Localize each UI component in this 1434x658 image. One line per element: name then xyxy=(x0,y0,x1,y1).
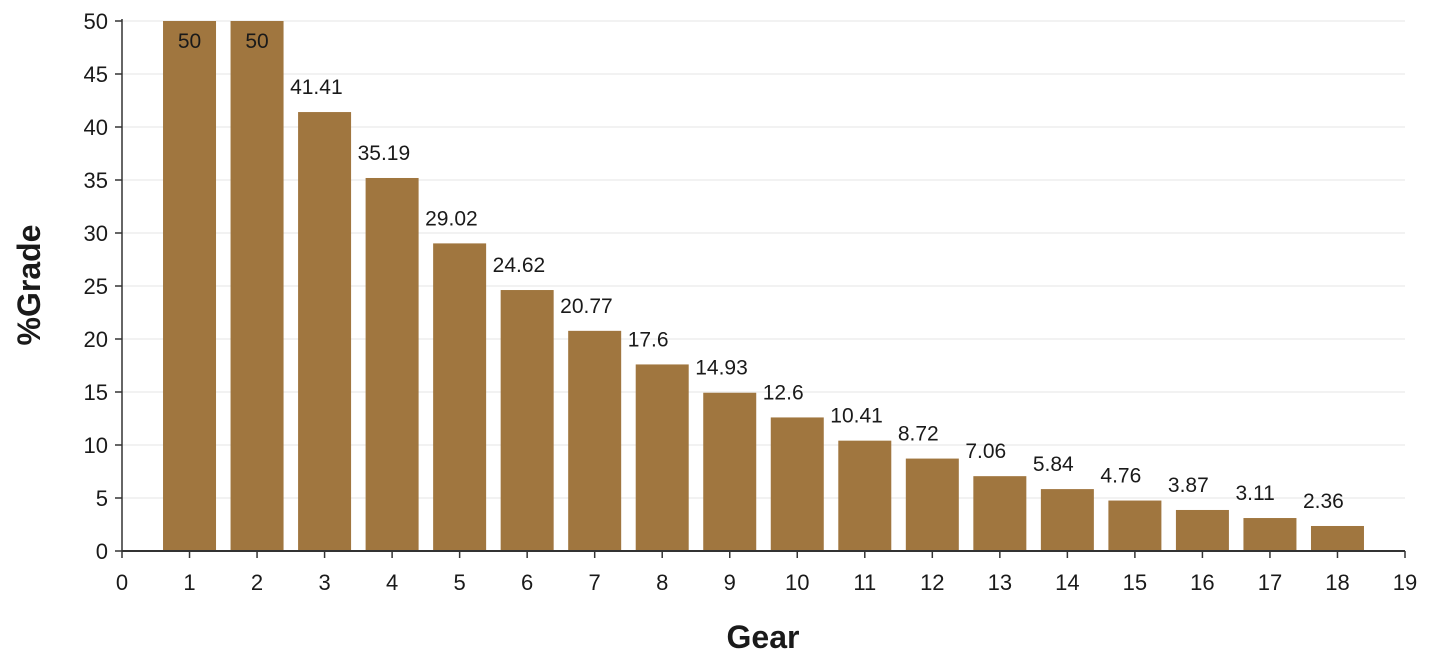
x-tick-label: 2 xyxy=(251,570,263,595)
bar-gear-12 xyxy=(905,458,959,551)
x-tick-label: 0 xyxy=(116,570,128,595)
data-label-gear-9: 14.93 xyxy=(695,357,748,380)
data-label-gear-18: 2.36 xyxy=(1303,490,1344,513)
data-label-gear-8: 17.6 xyxy=(628,328,669,351)
x-tick-label: 9 xyxy=(724,570,736,595)
bar-gear-9 xyxy=(703,392,757,551)
data-label-gear-1: 50 xyxy=(178,30,201,53)
x-tick-label: 3 xyxy=(318,570,330,595)
bars xyxy=(163,21,1364,551)
y-tick-label: 0 xyxy=(96,539,108,564)
data-label-gear-11: 10.41 xyxy=(830,405,883,428)
y-tick-label: 40 xyxy=(84,115,108,140)
bar-gear-14 xyxy=(1040,489,1094,551)
bar-gear-16 xyxy=(1175,509,1229,551)
x-tick-label: 1 xyxy=(183,570,195,595)
x-tick-label: 16 xyxy=(1190,570,1214,595)
x-tick-label: 11 xyxy=(853,570,876,595)
data-label-gear-10: 12.6 xyxy=(763,381,804,404)
y-tick-label: 10 xyxy=(84,433,108,458)
bar-gear-15 xyxy=(1108,500,1162,551)
bar-gear-8 xyxy=(635,364,689,551)
bar-gear-13 xyxy=(973,476,1027,551)
y-tick-label: 20 xyxy=(84,327,108,352)
data-label-gear-14: 5.84 xyxy=(1033,453,1074,476)
data-label-gear-16: 3.87 xyxy=(1168,474,1209,497)
x-tick-label: 17 xyxy=(1258,570,1282,595)
x-tick-label: 10 xyxy=(785,570,809,595)
bar-gear-7 xyxy=(568,330,622,551)
x-tick-label: 6 xyxy=(521,570,533,595)
y-tick-label: 50 xyxy=(84,9,108,34)
y-axis-title: %Grade xyxy=(11,225,47,346)
bar-gear-10 xyxy=(770,417,824,551)
x-axis-title: Gear xyxy=(727,619,800,655)
x-tick-label: 15 xyxy=(1123,570,1147,595)
bar-gear-5 xyxy=(433,243,487,551)
data-label-gear-13: 7.06 xyxy=(965,440,1006,463)
data-label-gear-6: 24.62 xyxy=(493,254,546,277)
y-tick-label: 35 xyxy=(84,168,108,193)
data-label-gear-3: 41.41 xyxy=(290,76,343,99)
data-label-gear-15: 4.76 xyxy=(1100,465,1141,488)
x-tick-label: 7 xyxy=(589,570,601,595)
bar-gear-18 xyxy=(1310,525,1364,551)
bar-gear-11 xyxy=(838,440,892,551)
x-tick-label: 12 xyxy=(920,570,944,595)
data-label-gear-17: 3.11 xyxy=(1235,482,1274,505)
bar-gear-2 xyxy=(230,21,284,551)
y-tick-label: 30 xyxy=(84,221,108,246)
x-tick-label: 18 xyxy=(1325,570,1349,595)
y-tick-label: 5 xyxy=(96,486,108,511)
y-tick-label: 15 xyxy=(84,380,108,405)
data-label-gear-12: 8.72 xyxy=(898,423,939,446)
data-label-gear-4: 35.19 xyxy=(358,142,411,165)
x-tick-label: 14 xyxy=(1055,570,1079,595)
bar-gear-17 xyxy=(1243,518,1297,551)
x-tick-label: 19 xyxy=(1393,570,1417,595)
x-tick-label: 5 xyxy=(454,570,466,595)
bar-gear-3 xyxy=(298,112,352,551)
x-tick-label: 8 xyxy=(656,570,668,595)
x-tick-label: 4 xyxy=(386,570,398,595)
data-label-gear-5: 29.02 xyxy=(425,207,478,230)
bar-gear-1 xyxy=(163,21,217,551)
data-labels: 50 50 41.41 35.19 29.02 24.62 20.77 17.6 14.93 12… xyxy=(178,30,1344,513)
x-tick-label: 13 xyxy=(988,570,1012,595)
data-label-gear-7: 20.77 xyxy=(560,295,613,318)
data-label-gear-2: 50 xyxy=(245,30,268,53)
bar-gear-4 xyxy=(365,177,419,551)
y-tick-label: 45 xyxy=(84,62,108,87)
y-tick-label: 25 xyxy=(84,274,108,299)
axes xyxy=(121,19,1405,552)
bar-gear-6 xyxy=(500,290,554,551)
